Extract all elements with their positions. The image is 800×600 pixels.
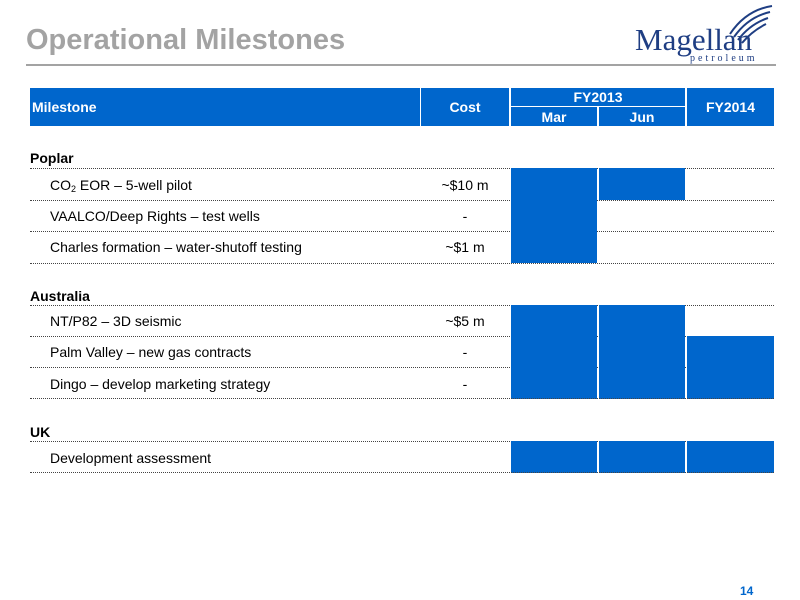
row-divider bbox=[30, 168, 774, 169]
timeline-cell-fy2014 bbox=[687, 441, 774, 473]
row-divider bbox=[30, 441, 774, 442]
timeline-cell-mar bbox=[511, 367, 597, 399]
row-divider bbox=[30, 367, 774, 368]
milestone-cost: ~$5 m bbox=[445, 313, 485, 329]
milestone-cost: - bbox=[462, 376, 468, 392]
row-divider bbox=[30, 305, 774, 306]
timeline-cell-jun bbox=[599, 367, 685, 399]
header-cost: Cost bbox=[421, 88, 509, 126]
row-divider bbox=[30, 231, 774, 232]
milestone-cost: ~$10 m bbox=[441, 177, 489, 193]
section-uk: UK bbox=[30, 424, 51, 440]
milestone-label: VAALCO/Deep Rights – test wells bbox=[50, 208, 260, 224]
timeline-cell-mar bbox=[511, 305, 597, 337]
header-mar: Mar bbox=[511, 107, 597, 126]
logo-arcs-icon bbox=[729, 5, 773, 44]
timeline-cell-fy2014 bbox=[687, 367, 774, 399]
timeline-cell-mar bbox=[511, 200, 597, 232]
milestone-label: Dingo – develop marketing strategy bbox=[50, 376, 271, 392]
logo-subtitle: petroleum bbox=[690, 53, 758, 64]
page-number: 14 bbox=[740, 584, 754, 598]
milestone-label: NT/P82 – 3D seismic bbox=[50, 313, 182, 329]
logo-wordmark: Magellan bbox=[635, 22, 753, 57]
timeline-cell-mar bbox=[511, 336, 597, 368]
row-divider bbox=[30, 398, 774, 399]
timeline-cell-jun bbox=[599, 305, 685, 337]
header-milestone: Milestone bbox=[30, 88, 420, 126]
milestone-label: Palm Valley – new gas contracts bbox=[50, 344, 252, 360]
milestone-cost: - bbox=[462, 344, 468, 360]
row-divider bbox=[30, 336, 774, 337]
title-divider bbox=[26, 64, 776, 66]
milestone-label: Development assessment bbox=[50, 450, 212, 466]
row-divider bbox=[30, 200, 774, 201]
section-poplar: Poplar bbox=[30, 150, 74, 166]
row-divider bbox=[30, 263, 774, 264]
company-logo: Magellan petroleum bbox=[632, 4, 778, 66]
timeline-cell-mar bbox=[511, 441, 597, 473]
section-australia: Australia bbox=[30, 288, 90, 304]
header-jun: Jun bbox=[599, 107, 685, 126]
milestone-cost: ~$1 m bbox=[445, 239, 485, 255]
header-fy2013: FY2013 bbox=[511, 88, 685, 106]
row-divider bbox=[30, 472, 774, 473]
timeline-cell-mar bbox=[511, 168, 597, 200]
timeline-cell-jun bbox=[599, 168, 685, 200]
timeline-cell-mar bbox=[511, 231, 597, 263]
header-fy2014: FY2014 bbox=[687, 88, 774, 126]
timeline-cell-jun bbox=[599, 441, 685, 473]
page-title: Operational Milestones bbox=[26, 24, 346, 56]
timeline-cell-fy2014 bbox=[687, 336, 774, 368]
milestone-cost: - bbox=[462, 208, 468, 224]
milestone-label: Charles formation – water-shutoff testin… bbox=[50, 239, 302, 255]
milestone-label: CO2 EOR – 5-well pilot bbox=[50, 177, 192, 194]
timeline-cell-jun bbox=[599, 336, 685, 368]
